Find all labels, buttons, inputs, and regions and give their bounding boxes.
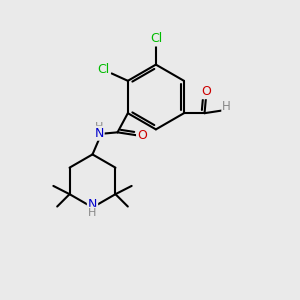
Text: O: O	[201, 85, 211, 98]
Text: N: N	[88, 198, 97, 211]
Text: Cl: Cl	[98, 63, 110, 76]
Text: Cl: Cl	[150, 32, 162, 46]
Text: N: N	[94, 127, 104, 140]
Text: H: H	[222, 100, 231, 113]
Text: H: H	[95, 122, 103, 132]
Text: O: O	[137, 129, 147, 142]
Text: H: H	[88, 208, 97, 218]
